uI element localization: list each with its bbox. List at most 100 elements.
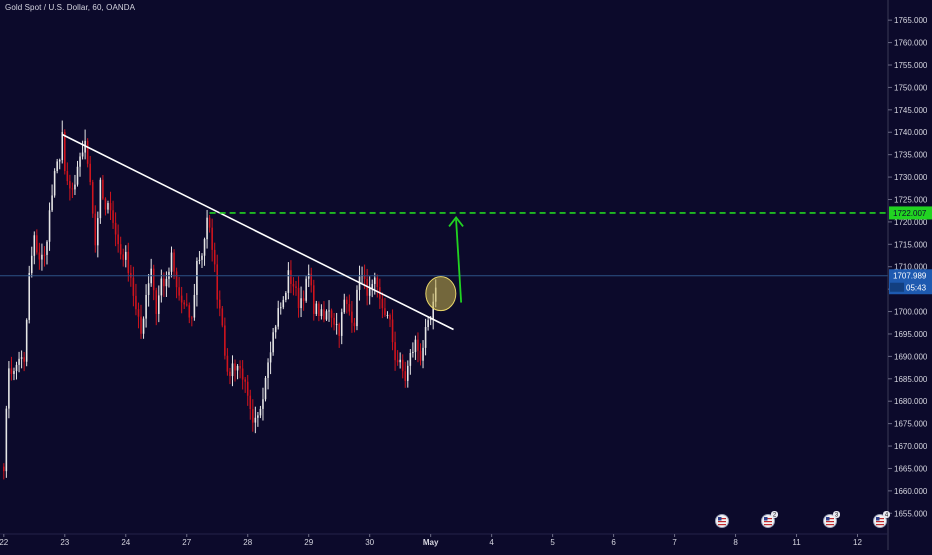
candle-body xyxy=(76,166,79,185)
candle-body xyxy=(213,249,216,265)
candle-body xyxy=(112,210,114,223)
time-axis[interactable]: 22 23 24 27 28 29 30 May 4 5 6 7 8 11 12 xyxy=(0,533,888,547)
price-tick-label: 1725.000 xyxy=(894,195,928,204)
candle-body xyxy=(257,415,259,418)
event-badge-count: 4 xyxy=(885,513,889,519)
time-tick-label: 8 xyxy=(733,538,738,547)
candle-body xyxy=(41,254,43,260)
candle-body xyxy=(8,368,10,409)
candle-body xyxy=(163,278,165,287)
us-flag-icon: 3 xyxy=(823,511,840,528)
time-tick-label: 4 xyxy=(489,538,494,547)
candle-body xyxy=(119,244,122,255)
price-tick-label: 1755.000 xyxy=(894,61,928,70)
candle-body xyxy=(419,350,422,361)
candle-body xyxy=(274,326,277,333)
candle-body xyxy=(127,251,130,274)
candle-body xyxy=(381,298,384,309)
flag-stripe xyxy=(826,518,834,520)
candle-body xyxy=(231,363,234,377)
time-tick-label: 27 xyxy=(182,538,191,547)
candle-body xyxy=(3,466,5,472)
flag-stripe xyxy=(718,521,726,523)
price-tick-label: 1660.000 xyxy=(894,487,928,496)
candle-body xyxy=(51,195,53,211)
candle-body xyxy=(399,359,401,363)
flag-stripe xyxy=(876,524,884,526)
candle-body xyxy=(46,241,48,255)
time-tick-label: 12 xyxy=(853,538,862,547)
candle-body xyxy=(180,295,183,303)
candle-body xyxy=(20,357,23,359)
candle-body xyxy=(401,359,404,372)
candle-body xyxy=(389,315,391,320)
candle-body xyxy=(427,320,429,328)
candle-body xyxy=(432,301,434,319)
time-tick-label: May xyxy=(423,538,439,547)
time-tick-label: 30 xyxy=(365,538,374,547)
candle-body xyxy=(221,308,224,326)
candle-body xyxy=(330,310,333,318)
candle-body xyxy=(109,203,112,211)
candle-body xyxy=(165,278,168,287)
candle-body xyxy=(259,408,262,416)
candle-body xyxy=(422,347,424,361)
candle-body xyxy=(312,285,315,314)
candle-body xyxy=(224,325,226,356)
candle-body xyxy=(173,252,175,272)
candle-body xyxy=(244,379,246,382)
candle-body xyxy=(158,295,160,314)
flag-canton xyxy=(826,517,830,521)
flag-stripe xyxy=(764,524,772,526)
candle-body xyxy=(10,368,13,374)
time-tick-label: 29 xyxy=(304,538,313,547)
price-tick-label: 1695.000 xyxy=(894,330,928,339)
candle-body xyxy=(295,286,297,288)
price-tick-label: 1685.000 xyxy=(894,375,928,384)
candle-body xyxy=(28,273,31,320)
flag-stripe xyxy=(876,518,884,520)
price-tick-label: 1730.000 xyxy=(894,173,928,182)
candle-body xyxy=(249,395,252,410)
countdown-label: 05:43 xyxy=(906,284,927,293)
candle-body xyxy=(328,310,330,312)
event-badge xyxy=(771,511,778,518)
candle-body xyxy=(69,181,71,189)
candle-body xyxy=(71,188,74,190)
time-tick-label: 6 xyxy=(611,538,616,547)
candle-body xyxy=(229,371,231,377)
candle-body xyxy=(252,409,254,423)
candle-body xyxy=(310,273,313,286)
candle-body xyxy=(373,277,376,284)
candle-body xyxy=(356,289,358,327)
candle-body xyxy=(64,132,66,171)
candle-body xyxy=(107,203,109,210)
candle-body xyxy=(196,260,198,295)
candle-body xyxy=(366,279,368,296)
candle-body xyxy=(102,179,104,199)
price-tick-label: 1735.000 xyxy=(894,151,928,160)
candle-body xyxy=(91,182,94,214)
candle-body xyxy=(170,252,173,272)
candle-body xyxy=(114,222,117,235)
candle-body xyxy=(178,287,180,296)
candle-body xyxy=(292,283,295,287)
candle-body xyxy=(145,294,147,319)
time-tick-label: 23 xyxy=(60,538,69,547)
candle-body xyxy=(394,342,396,361)
candle-body xyxy=(81,152,84,157)
candle-body xyxy=(346,299,348,304)
candle-body xyxy=(404,371,407,381)
price-tick-label: 1665.000 xyxy=(894,464,928,473)
candle-body xyxy=(234,363,236,371)
candle-body xyxy=(38,252,41,260)
price-tick-label: 1740.000 xyxy=(894,128,928,137)
candle-body xyxy=(297,287,300,309)
event-badge xyxy=(833,511,840,518)
time-tick-label: 22 xyxy=(0,538,9,547)
candle-body xyxy=(188,305,191,318)
candle-body xyxy=(429,318,432,321)
